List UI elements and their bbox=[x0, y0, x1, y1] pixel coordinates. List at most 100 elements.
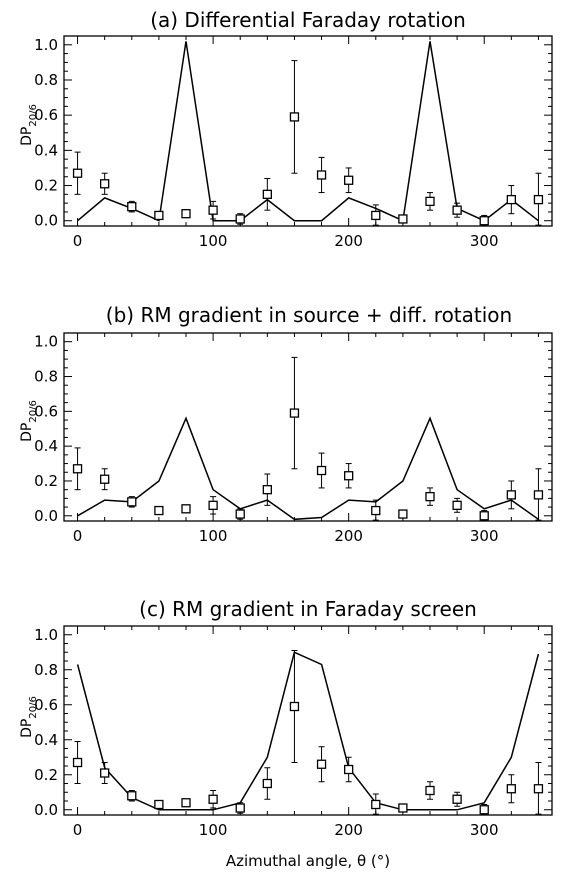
data-point-square bbox=[72, 168, 83, 178]
y-axis-label: DP20/6 bbox=[19, 696, 39, 738]
data-point-square bbox=[506, 784, 516, 794]
data-point-square bbox=[344, 471, 354, 481]
model-line bbox=[77, 416, 539, 521]
y-tick-label: 0.8 bbox=[34, 368, 58, 386]
y-tick-label: 1.0 bbox=[34, 36, 58, 54]
data-point-square bbox=[154, 505, 164, 516]
x-tick-label: 0 bbox=[73, 821, 83, 839]
y-tick-label: 0.8 bbox=[34, 661, 58, 679]
chart-title: (c) RM gradient in Faraday screen bbox=[139, 597, 477, 621]
data-point-square bbox=[154, 799, 164, 810]
data-point-square bbox=[72, 464, 83, 474]
x-axis-label: Azimuthal angle, θ (°) bbox=[226, 852, 390, 870]
data-point-square bbox=[127, 201, 137, 212]
data-point-square bbox=[154, 210, 164, 221]
y-axis-label-main: DP bbox=[19, 127, 35, 146]
y-tick-label: 0.4 bbox=[34, 437, 58, 455]
data-point-square bbox=[289, 408, 300, 418]
y-axis-label-subscript: 20/6 bbox=[28, 696, 39, 718]
data-point-square bbox=[533, 194, 544, 205]
data-point-square bbox=[235, 803, 245, 813]
data-point-square bbox=[371, 210, 381, 221]
data-point-square bbox=[100, 179, 110, 189]
x-tick-label: 200 bbox=[334, 232, 363, 250]
data-point-square bbox=[262, 189, 272, 199]
x-tick-label: 0 bbox=[73, 527, 83, 545]
axes-frame bbox=[63, 332, 553, 522]
data-point-square bbox=[289, 112, 300, 122]
data-point-square bbox=[452, 205, 462, 215]
data-point-square bbox=[208, 794, 218, 804]
data-point-square bbox=[235, 214, 245, 224]
data-point-square bbox=[316, 465, 327, 476]
y-tick-label: 0.4 bbox=[34, 141, 58, 159]
data-point-square bbox=[100, 768, 110, 778]
plot-area: 0 100 200 300 0.0 0.2 0.4 0.6 0.8 1.0 bbox=[34, 625, 553, 839]
data-point-square bbox=[425, 785, 435, 796]
axes-frame bbox=[63, 35, 553, 227]
y-axis-label-main: DP bbox=[19, 423, 35, 442]
data-point-square bbox=[479, 511, 489, 521]
x-tick-label: 200 bbox=[334, 527, 363, 545]
data-point-square bbox=[127, 497, 137, 507]
data-point-square bbox=[72, 757, 83, 768]
panel-a: (a) Differential Faraday rotation DP20/6… bbox=[19, 8, 553, 250]
x-tick-label: 0 bbox=[73, 232, 83, 250]
panel-c: (c) RM gradient in Faraday screen DP20/6… bbox=[19, 597, 553, 870]
y-tick-label: 0.6 bbox=[34, 106, 58, 124]
data-point-square bbox=[398, 803, 408, 813]
data-point-square bbox=[127, 791, 137, 801]
data-point-square bbox=[425, 196, 435, 207]
x-tick-label: 300 bbox=[470, 821, 499, 839]
x-tick-label: 100 bbox=[199, 821, 228, 839]
y-tick-label: 0.6 bbox=[34, 696, 58, 714]
chart-title: (a) Differential Faraday rotation bbox=[150, 8, 466, 32]
data-point-square bbox=[100, 474, 110, 484]
data-point-square bbox=[181, 209, 191, 219]
data-point-square bbox=[208, 205, 218, 215]
data-point-square bbox=[235, 509, 245, 519]
y-tick-label: 1.0 bbox=[34, 626, 58, 644]
data-point-square bbox=[181, 798, 191, 808]
data-point-square bbox=[533, 490, 544, 500]
data-point-square bbox=[479, 216, 489, 226]
y-tick-label: 0.0 bbox=[34, 212, 58, 230]
model-line bbox=[76, 651, 540, 811]
data-point-square bbox=[533, 784, 544, 794]
axes-frame bbox=[63, 625, 553, 816]
y-tick-label: 0.6 bbox=[34, 402, 58, 420]
plot-area: 0 100 200 300 0.0 0.2 0.4 0.6 0.8 1.0 bbox=[34, 332, 553, 545]
data-point-square bbox=[289, 701, 300, 712]
data-point-square bbox=[452, 500, 462, 510]
y-tick-label: 0.4 bbox=[34, 731, 58, 749]
y-axis-label-main: DP bbox=[19, 719, 35, 738]
y-tick-label: 0.0 bbox=[34, 801, 58, 819]
y-tick-label: 1.0 bbox=[34, 333, 58, 351]
y-axis-label: DP20/6 bbox=[19, 104, 39, 146]
x-tick-label: 200 bbox=[334, 821, 363, 839]
model-line bbox=[77, 41, 539, 222]
y-axis-label-subscript: 20/6 bbox=[28, 104, 39, 126]
x-tick-label: 300 bbox=[470, 232, 499, 250]
data-point-square bbox=[479, 805, 489, 815]
data-point-square bbox=[452, 794, 462, 804]
y-tick-label: 0.8 bbox=[34, 71, 58, 89]
data-point-square bbox=[181, 504, 191, 514]
data-point-square bbox=[398, 214, 408, 224]
x-tick-label: 100 bbox=[199, 527, 228, 545]
y-axis-label: DP20/6 bbox=[19, 400, 39, 442]
x-tick-label: 300 bbox=[470, 527, 499, 545]
x-tick-label: 100 bbox=[199, 232, 228, 250]
data-point-square bbox=[316, 170, 327, 180]
data-point-square bbox=[371, 799, 381, 810]
y-tick-label: 0.2 bbox=[34, 177, 58, 195]
y-tick-label: 0.0 bbox=[34, 507, 58, 525]
y-tick-label: 0.2 bbox=[34, 472, 58, 490]
data-point-square bbox=[316, 759, 327, 769]
data-point-square bbox=[398, 509, 408, 519]
chart-title: (b) RM gradient in source + diff. rotati… bbox=[106, 303, 512, 327]
y-axis-label-subscript: 20/6 bbox=[28, 400, 39, 422]
data-point-square bbox=[262, 778, 272, 789]
data-point-square bbox=[344, 175, 354, 185]
